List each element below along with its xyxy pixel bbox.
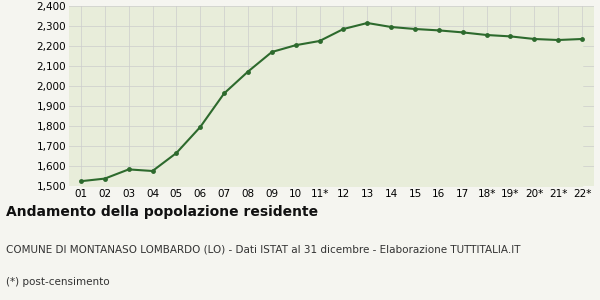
- Text: (*) post-censimento: (*) post-censimento: [6, 277, 110, 287]
- Text: Andamento della popolazione residente: Andamento della popolazione residente: [6, 205, 318, 219]
- Text: COMUNE DI MONTANASO LOMBARDO (LO) - Dati ISTAT al 31 dicembre - Elaborazione TUT: COMUNE DI MONTANASO LOMBARDO (LO) - Dati…: [6, 244, 521, 254]
